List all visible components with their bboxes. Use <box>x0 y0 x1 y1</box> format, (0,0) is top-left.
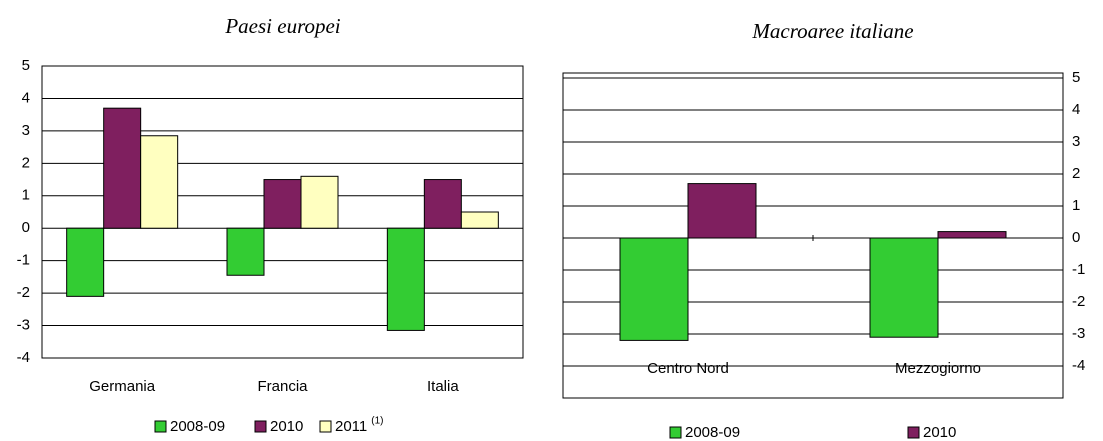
bar <box>140 135 179 229</box>
bar <box>263 179 302 229</box>
chart-title: Macroaree italiane <box>751 19 913 43</box>
legend-swatch <box>907 426 920 439</box>
y-tick-label: 3 <box>22 122 30 139</box>
bar <box>937 231 1007 239</box>
bar <box>103 107 142 229</box>
bar <box>869 237 939 338</box>
y-tick-label: -2 <box>1072 293 1085 310</box>
bar <box>300 175 339 229</box>
bar <box>460 211 499 229</box>
y-tick-label: -4 <box>17 349 30 366</box>
y-tick-label: 0 <box>22 219 30 236</box>
legend-swatch <box>669 426 682 439</box>
bar <box>423 179 462 229</box>
bar <box>386 227 425 331</box>
x-tick-label: Germania <box>89 378 156 395</box>
legend-swatch <box>154 420 167 433</box>
y-tick-label: 2 <box>22 154 30 171</box>
y-tick-label: -3 <box>17 317 30 334</box>
y-tick-label: 5 <box>1072 69 1080 86</box>
y-tick-label: 1 <box>22 187 30 204</box>
legend-note: (1) <box>371 416 383 427</box>
x-tick-label: Francia <box>257 378 308 395</box>
legend-label: 2011 <box>335 418 367 435</box>
y-tick-label: -1 <box>17 252 30 269</box>
legend-label: 2008-09 <box>685 424 740 441</box>
legend-swatch <box>254 420 267 433</box>
bar <box>226 227 265 276</box>
y-tick-label: -2 <box>17 284 30 301</box>
legend-swatch <box>319 420 332 433</box>
y-tick-label: 0 <box>1072 229 1080 246</box>
legend-label: 2008-09 <box>170 418 225 435</box>
x-tick-label: Mezzogiorno <box>895 360 981 377</box>
legend-label: 2010 <box>270 418 303 435</box>
y-tick-label: 2 <box>1072 165 1080 182</box>
legend-label: 2010 <box>923 424 956 441</box>
y-tick-label: 4 <box>22 89 30 106</box>
x-tick-label: Italia <box>427 378 459 395</box>
y-tick-label: 1 <box>1072 197 1080 214</box>
bar <box>619 237 689 341</box>
x-tick-label: Centro Nord <box>647 360 729 377</box>
y-tick-label: 5 <box>22 57 30 74</box>
plot-frame <box>562 72 1064 399</box>
bar <box>687 183 757 239</box>
chart-title: Paesi europei <box>224 14 340 38</box>
y-tick-label: -3 <box>1072 325 1085 342</box>
y-tick-label: -1 <box>1072 261 1085 278</box>
y-tick-label: -4 <box>1072 357 1085 374</box>
y-tick-label: 3 <box>1072 133 1080 150</box>
bar <box>66 227 105 297</box>
y-tick-label: 4 <box>1072 101 1080 118</box>
